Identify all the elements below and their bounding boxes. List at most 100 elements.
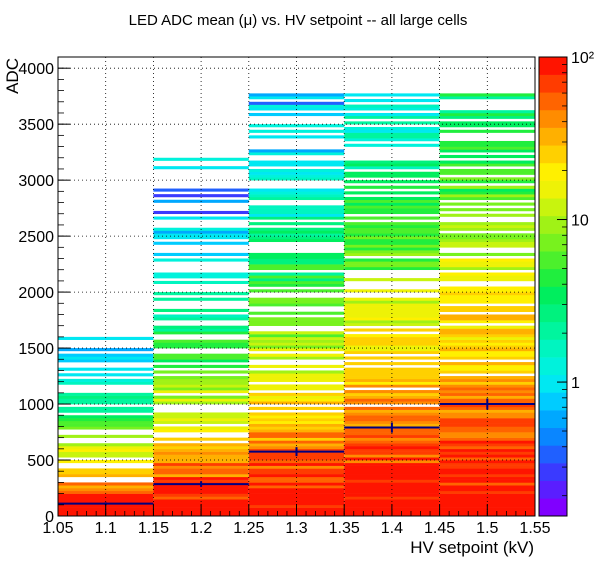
heatmap-cell bbox=[344, 474, 440, 478]
heatmap-cell bbox=[58, 482, 154, 486]
heatmap-cell bbox=[248, 353, 345, 357]
mean-marker bbox=[344, 422, 440, 433]
palette-swatch bbox=[539, 304, 567, 323]
heatmap-cell bbox=[153, 230, 249, 234]
x-tick-label: 1.35 bbox=[329, 520, 360, 537]
heatmap-cell bbox=[248, 112, 345, 117]
heatmap-cell bbox=[344, 241, 440, 245]
heatmap-cell bbox=[153, 345, 249, 349]
heatmap-cell bbox=[439, 168, 535, 173]
heatmap-cell bbox=[344, 250, 440, 254]
heatmap-cell bbox=[58, 356, 154, 360]
heatmap-cell bbox=[344, 121, 440, 125]
heatmap-cell bbox=[58, 490, 154, 494]
heatmap-cell bbox=[248, 476, 345, 480]
heatmap-cell bbox=[58, 471, 154, 475]
heatmap-cell bbox=[248, 490, 345, 494]
heatmap-cell bbox=[439, 154, 535, 159]
y-tick-label: 500 bbox=[27, 453, 54, 470]
mean-markers bbox=[58, 398, 535, 506]
heatmap-cell bbox=[439, 300, 535, 304]
heatmap-cell bbox=[439, 160, 535, 164]
palette-swatch bbox=[539, 480, 567, 499]
heatmap-cell bbox=[344, 493, 440, 497]
heatmap-cell bbox=[439, 177, 535, 181]
heatmap-cell bbox=[439, 448, 535, 452]
palette-swatch bbox=[539, 215, 567, 234]
heatmap-cell bbox=[439, 112, 535, 117]
y-tick-label: 2500 bbox=[18, 229, 54, 246]
heatmap-cell bbox=[439, 222, 535, 226]
heatmap-cell bbox=[439, 297, 535, 301]
heatmap-cell bbox=[439, 418, 535, 422]
heatmap-cell bbox=[153, 476, 249, 480]
heatmap-cell bbox=[439, 258, 535, 262]
heatmap-cell bbox=[439, 317, 535, 321]
heatmap-cell bbox=[248, 426, 345, 430]
heatmap-cell bbox=[439, 278, 535, 282]
heatmap-cell bbox=[153, 426, 249, 430]
palette-swatch bbox=[539, 251, 567, 270]
x-tick-label: 1.4 bbox=[381, 520, 403, 537]
heatmap-cell bbox=[344, 196, 440, 201]
heatmap-cell bbox=[344, 443, 440, 447]
heatmap-cell bbox=[439, 121, 535, 125]
heatmap-cell bbox=[439, 308, 535, 312]
heatmap-cell bbox=[153, 415, 249, 419]
heatmap-cell bbox=[439, 93, 535, 97]
heatmap-cell bbox=[153, 418, 249, 422]
heatmap-cell bbox=[344, 104, 440, 108]
heatmap-cell bbox=[344, 138, 440, 142]
heatmap-cell bbox=[248, 415, 345, 419]
heatmap-cell bbox=[248, 300, 345, 304]
heatmap-cell bbox=[248, 266, 345, 271]
heatmap-cell bbox=[153, 462, 249, 466]
heatmap-cell bbox=[439, 252, 535, 257]
heatmap-cell bbox=[248, 384, 345, 388]
heatmap-cell bbox=[439, 163, 535, 167]
heatmap-cell bbox=[248, 188, 345, 192]
heatmap-cell bbox=[344, 107, 440, 111]
heatmap-cell bbox=[153, 502, 249, 506]
heatmap-cell bbox=[153, 308, 249, 312]
heatmap-cell bbox=[153, 454, 249, 458]
heatmap-cell bbox=[248, 196, 345, 201]
heatmap-cell bbox=[58, 454, 154, 458]
heatmap-cell bbox=[439, 474, 535, 478]
heatmap-cell bbox=[248, 272, 345, 276]
heatmap-cell bbox=[344, 406, 440, 410]
heatmap-cell bbox=[439, 485, 535, 489]
y-tick-label: 1000 bbox=[18, 397, 54, 414]
heatmap-cell bbox=[248, 129, 345, 133]
palette-swatch bbox=[539, 339, 567, 358]
heatmap-cell bbox=[344, 132, 440, 136]
palette-swatch bbox=[539, 357, 567, 376]
heatmap-cell bbox=[248, 401, 345, 405]
heatmap-cell bbox=[344, 356, 440, 360]
heatmap-cell bbox=[153, 465, 249, 469]
heatmap-cell bbox=[344, 462, 440, 466]
palette-swatch bbox=[539, 198, 567, 217]
heatmap-cell bbox=[344, 381, 440, 385]
heatmap-cell bbox=[248, 387, 345, 391]
x-tick-label: 1.1 bbox=[95, 520, 117, 537]
heatmap-cell bbox=[344, 328, 440, 332]
heatmap-cell bbox=[344, 278, 440, 282]
heatmap-cell bbox=[248, 280, 345, 284]
heatmap-cell bbox=[248, 370, 345, 374]
heatmap-cell bbox=[248, 135, 345, 139]
heatmap-cell bbox=[344, 392, 440, 396]
z-tick-label: 10² bbox=[571, 50, 595, 67]
palette-swatch bbox=[539, 109, 567, 128]
heatmap-cell bbox=[248, 485, 345, 489]
heatmap-cell bbox=[439, 286, 535, 290]
heatmap-cell bbox=[344, 499, 440, 503]
heatmap-cell bbox=[344, 476, 440, 480]
heatmap-cell bbox=[439, 392, 535, 396]
heatmap-cell bbox=[439, 465, 535, 469]
heatmap-cell bbox=[58, 434, 154, 438]
heatmap-cell bbox=[439, 224, 535, 229]
heatmap-cell bbox=[344, 185, 440, 189]
palette-swatch bbox=[539, 162, 567, 181]
heatmap-cell bbox=[344, 300, 440, 304]
